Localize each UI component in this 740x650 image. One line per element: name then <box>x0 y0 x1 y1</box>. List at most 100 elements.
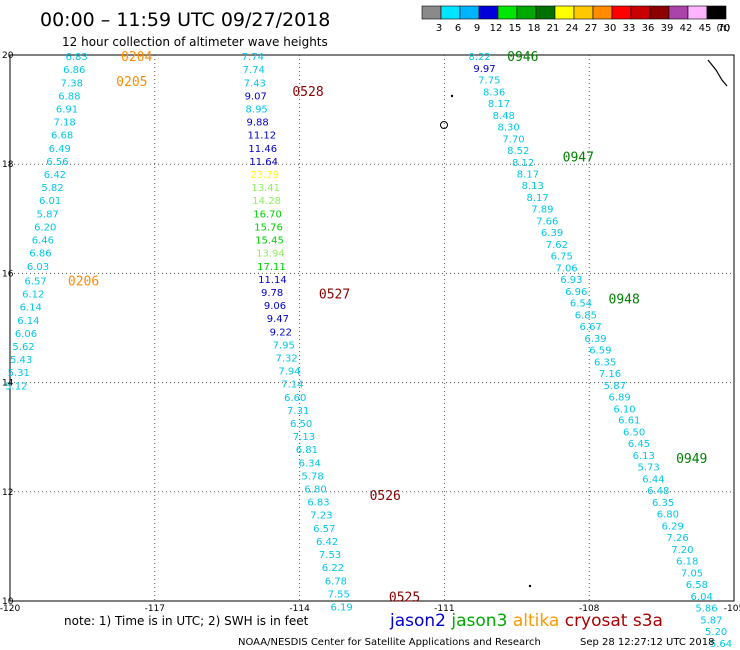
wave-height-point: 6.49 <box>49 144 71 155</box>
wave-height-point: 9.07 <box>245 91 267 102</box>
wave-height-point: 6.06 <box>15 329 37 340</box>
wave-height-point: 8.95 <box>246 105 268 116</box>
wave-height-point: 7.95 <box>273 340 295 351</box>
legend-swatch <box>554 5 575 20</box>
wave-height-point: 7.26 <box>666 533 688 544</box>
legend-swatch <box>630 5 651 20</box>
color-legend: 3 6 9 12 15 18 21 24 27 30 33 36 39 42 45 70(ft) <box>421 5 731 34</box>
pass-time-label: 0947 <box>563 151 594 166</box>
wave-height-point: 6.48 <box>647 486 669 497</box>
wave-height-point: 6.34 <box>299 458 321 469</box>
legend-label: 42 <box>680 23 693 34</box>
wave-height-point: 5.78 <box>302 471 324 482</box>
legend-swatch <box>535 5 556 20</box>
pass-time-label: 0206 <box>68 274 99 289</box>
wave-height-point: 6.96 <box>565 287 587 298</box>
legend-label: 45 <box>699 23 712 34</box>
y-tick-label: 12 <box>2 488 13 498</box>
legend-swatch <box>516 5 537 20</box>
wave-height-point: 6.50 <box>623 428 645 439</box>
y-tick-label: 18 <box>2 160 14 170</box>
mission-altika: altika <box>513 611 565 631</box>
wave-height-point: 7.18 <box>53 118 75 129</box>
header: 00:00 – 11:59 UTC 09/27/2018 12 hour col… <box>40 9 330 49</box>
wave-height-point: 5.86 <box>695 604 717 615</box>
wave-height-point: 6.68 <box>51 131 73 142</box>
wave-height-point: 7.06 <box>555 263 577 274</box>
wave-height-point: 8.17 <box>526 193 548 204</box>
island-dot <box>450 94 454 98</box>
wave-height-point: 6.14 <box>20 303 42 314</box>
y-tick-label: 14 <box>2 379 14 389</box>
wave-height-point: 7.89 <box>531 204 553 215</box>
wave-height-point: 13.41 <box>251 183 280 194</box>
wave-height-point: 6.80 <box>304 485 326 496</box>
wave-height-point: 11.14 <box>258 275 287 286</box>
wave-height-point: 6.19 <box>330 602 352 613</box>
wave-height-point: 11.12 <box>247 131 276 142</box>
wave-height-point: 6.35 <box>652 498 674 509</box>
x-tick-label: -120 <box>0 604 20 614</box>
mission-legend: jason2 jason3 altika cryosat s3a <box>389 611 663 631</box>
x-tick-label: -111 <box>434 604 454 614</box>
wave-height-point: 8.17 <box>488 99 510 110</box>
legend-swatch <box>459 5 480 20</box>
wave-height-point: 5.62 <box>12 342 34 353</box>
legend-label: 70 <box>718 23 731 34</box>
legend-label: 18 <box>528 23 541 34</box>
legend-label: 36 <box>642 23 655 34</box>
wave-height-point: 9.06 <box>264 301 286 312</box>
x-tick-label: -117 <box>145 604 165 614</box>
wave-height-point: 7.62 <box>546 240 568 251</box>
wave-height-point: 6.01 <box>39 196 61 207</box>
legend-swatch <box>611 5 632 20</box>
x-tick-label: -114 <box>289 604 310 614</box>
wave-height-point: 6.89 <box>609 392 631 403</box>
wave-height-point: 6.57 <box>313 524 335 535</box>
legend-label: 3 <box>436 23 442 34</box>
coastline-marks <box>440 59 728 588</box>
legend-label: 30 <box>604 23 617 34</box>
wave-height-point: 7.31 <box>287 406 309 417</box>
chart-subtitle: 12 hour collection of altimeter wave hei… <box>62 35 328 49</box>
x-tick-label: -105 <box>724 604 740 614</box>
wave-height-point: 8.48 <box>493 111 515 122</box>
wave-height-point: 6.88 <box>58 91 80 102</box>
wave-height-point: 6.10 <box>613 404 635 415</box>
wave-height-point: 6.39 <box>584 334 606 345</box>
wave-height-point: 7.66 <box>536 216 558 227</box>
wave-height-point: 7.23 <box>310 511 332 522</box>
mission-jason3: jason3 <box>450 611 512 631</box>
wave-height-point: 6.86 <box>29 249 51 260</box>
plot-frame <box>9 54 735 602</box>
chart-title: 00:00 – 11:59 UTC 09/27/2018 <box>40 9 330 31</box>
y-tick-label: 20 <box>2 51 14 61</box>
wave-height-point: 7.13 <box>293 432 315 443</box>
wave-height-point: 6.44 <box>642 475 664 486</box>
wave-height-point: 6.18 <box>676 557 698 568</box>
legend-label: 24 <box>566 23 579 34</box>
wave-height-point: 6.50 <box>290 419 312 430</box>
wave-height-point: 8.17 <box>517 169 539 180</box>
wave-height-point: 6.61 <box>618 416 640 427</box>
wave-height-point: 7.55 <box>328 589 350 600</box>
wave-height-point: 5.73 <box>637 463 659 474</box>
wave-height-point: 6.45 <box>628 439 650 450</box>
wave-height-point: 16.70 <box>253 209 282 220</box>
legend-swatch <box>478 5 499 20</box>
legend-swatch <box>706 5 727 20</box>
plot-area: 6.83 6.86 7.38 6.88 6.91 7.18 6.68 6.49 6.56 6.42… <box>5 50 735 650</box>
wave-height-point: 6.12 <box>22 290 44 301</box>
pass-time-label: 0205 <box>116 75 147 90</box>
axis-ticks: -120 -117 -114 -111 -108 -105 20 18 16 14 12 10 <box>0 51 740 614</box>
pass-time-label: 0526 <box>370 489 401 504</box>
legend-swatch <box>440 5 461 20</box>
wave-height-point: 7.38 <box>61 78 83 89</box>
legend-label: 21 <box>547 23 560 34</box>
pass-time-label: 0946 <box>507 50 538 65</box>
island-outline <box>440 121 448 129</box>
legend-swatch <box>497 5 518 20</box>
wave-height-point: 7.75 <box>478 76 500 87</box>
wave-height-point: 5.31 <box>8 368 30 379</box>
